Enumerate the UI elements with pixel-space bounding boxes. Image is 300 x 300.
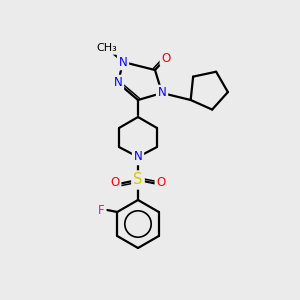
Text: N: N [134,151,142,164]
Text: N: N [118,56,127,68]
Text: F: F [98,203,104,217]
Text: N: N [158,86,166,100]
Text: N: N [114,76,122,89]
Text: O: O [110,176,120,188]
Text: O: O [156,176,166,188]
Text: CH₃: CH₃ [97,43,117,53]
Text: O: O [161,52,171,64]
Text: S: S [133,172,143,188]
